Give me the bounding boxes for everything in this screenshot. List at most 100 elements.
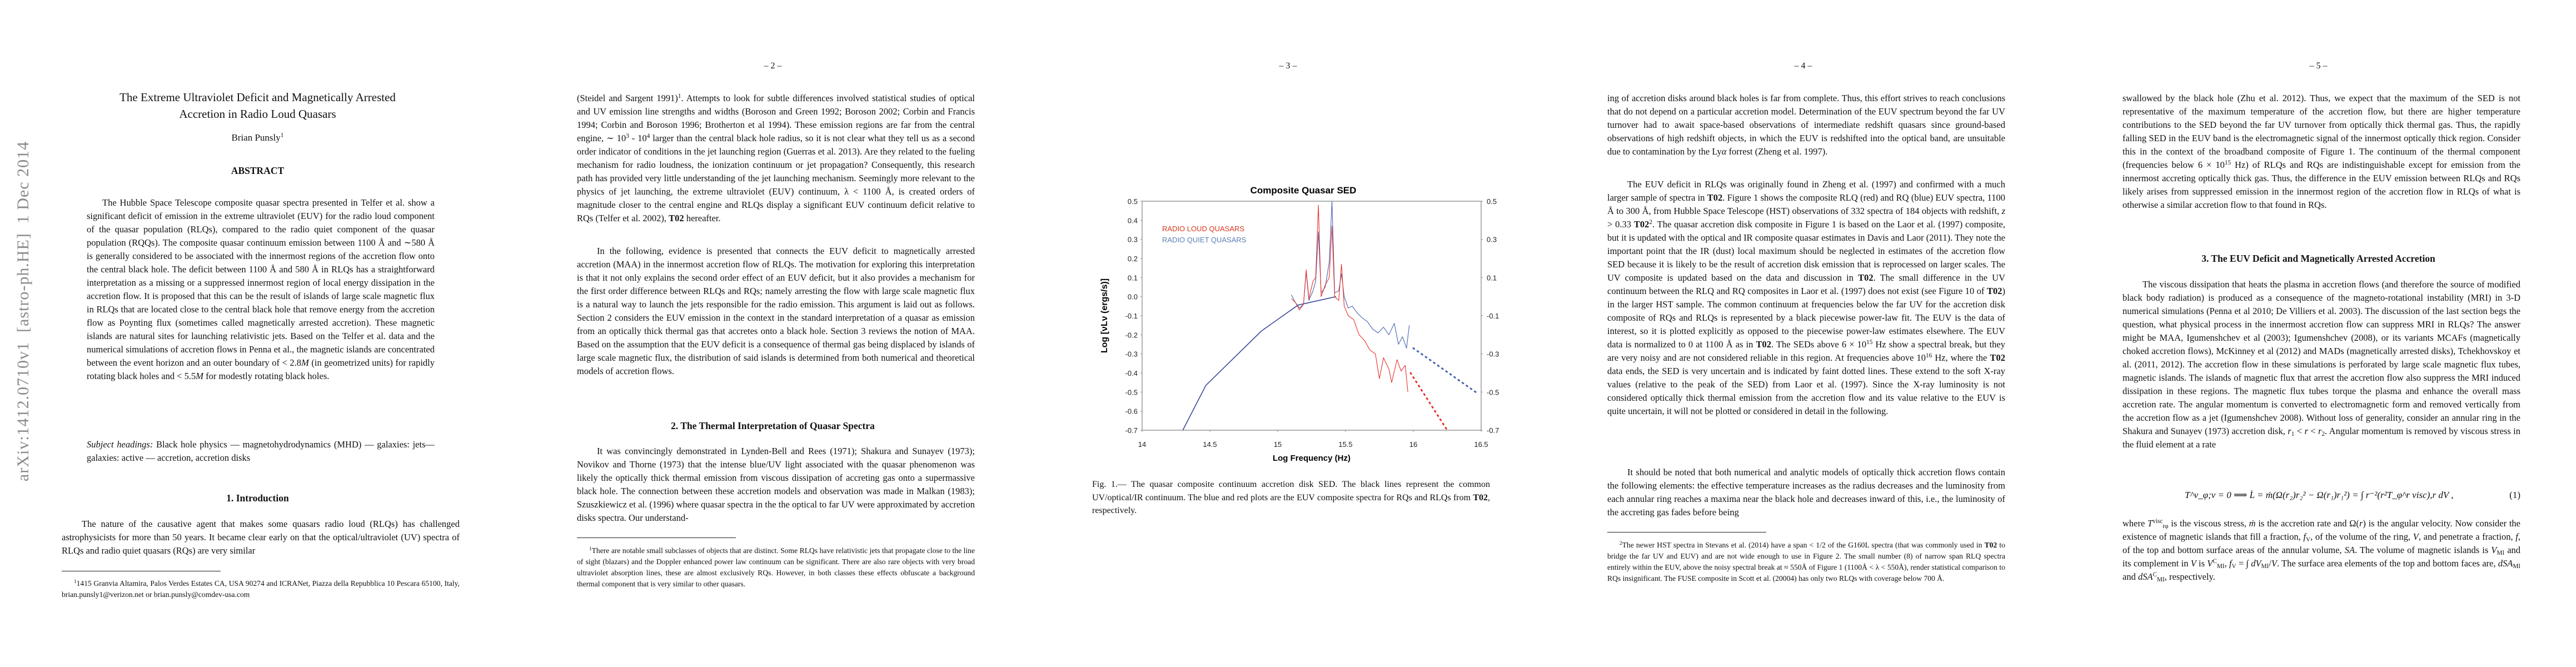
superscript: 2	[1620, 540, 1622, 546]
text-run: . The small difference in the UV continu…	[1607, 272, 2005, 296]
bold-reference: T02	[1984, 541, 1997, 549]
italic-run: f	[2229, 558, 2232, 569]
paragraph: It was convincingly demonstrated in Lynd…	[577, 445, 975, 525]
italic-run: r	[2288, 426, 2291, 436]
page-5: – 5 – swallowed by the black hole (Zhu e…	[2061, 0, 2576, 667]
subscript: 2	[2321, 430, 2325, 437]
y-tick-label-left: -0.5	[1125, 388, 1138, 396]
text-run: . The SEDs above 6 × 10	[1771, 339, 1867, 350]
footnote-divider	[577, 537, 736, 538]
y-axis-label: Log [νLν (ergs/s)]	[1100, 278, 1109, 353]
y-tick-label-left: 0.4	[1128, 216, 1138, 225]
sed-chart: Composite Quasar SED RADIO LOUD QUASARS …	[1100, 185, 1499, 463]
paragraph: where Tviscrφ is the viscous stress, ṁ i…	[2122, 517, 2520, 584]
text-run: forrest (Zheng et al. 1997).	[1726, 146, 1828, 157]
series-radio-quiet-extrapolation	[1412, 347, 1479, 395]
text-run: , of the volume of the ring,	[2310, 531, 2413, 542]
text-run: The Hubble Space Telescope composite qua…	[87, 197, 435, 368]
series-radio-loud-extrapolation	[1409, 372, 1448, 430]
italic-run: ṁ	[2249, 518, 2256, 529]
bold-reference: T02	[1473, 492, 1488, 502]
y-tick-label-left: -0.6	[1125, 407, 1138, 416]
text-run: > 0.33	[1607, 219, 1634, 230]
italic-run: M	[196, 371, 204, 381]
footnote-2: 2The newer HST spectra in Stevans et al.…	[1607, 540, 2005, 584]
bold-reference: T02	[1990, 352, 2005, 363]
text-run: , of the top and bottom surface areas of…	[2122, 531, 2520, 555]
paragraph: The viscous dissipation that heats the p…	[2122, 278, 2520, 451]
italic-run: V	[2190, 558, 2196, 569]
subscript: V	[2231, 563, 2236, 570]
y-tick-label-left: -0.3	[1125, 350, 1138, 359]
subscript: MI	[2497, 549, 2505, 556]
bold-reference: T02	[1633, 219, 1650, 230]
text-run: (in geometrized units) for rapidly rotat…	[87, 357, 435, 381]
text-run: , respectively.	[1092, 492, 1490, 516]
text-run: hereafter.	[684, 213, 721, 223]
x-tick-label: 14.5	[1203, 440, 1217, 449]
text-run: . The surface area elements of the top a…	[2276, 558, 2498, 569]
section-heading-introduction: 1. Introduction	[226, 492, 289, 504]
text-run: data ends, the SED is very uncertain and…	[1607, 366, 2005, 416]
footnote-1: 11415 Granvia Altamira, Palos Verdes Est…	[62, 578, 460, 600]
y-tick-label-right: -0.7	[1487, 426, 1499, 435]
y-tick-label-right: 0.5	[1487, 197, 1497, 206]
bold-reference: T02	[1986, 286, 2002, 296]
italic-run: M	[301, 357, 309, 368]
text-run: is the viscous stress,	[2168, 518, 2249, 529]
paragraph: The EUV deficit in RLQs was originally f…	[1607, 178, 2005, 418]
paragraph: In the following, evidence is presented …	[577, 245, 975, 378]
page-3: – 3 – Composite Quasar SED RADIO LOUD QU…	[1030, 0, 1546, 667]
text-run: Hz) of RLQs and RQs are indistinguishabl…	[2122, 160, 2520, 210]
italic-run: V	[2271, 558, 2277, 569]
superscript: 1	[589, 545, 592, 551]
text-run: is the accretion rate and Ω(	[2255, 518, 2359, 529]
abstract-text: The Hubble Space Telescope composite qua…	[87, 196, 435, 383]
y-tick-label-left: 0.2	[1128, 255, 1138, 263]
italic-run: z	[2001, 206, 2005, 216]
superscript: 4	[646, 132, 650, 140]
text-run: Brian Punsly	[231, 132, 281, 143]
italic-run: V	[2207, 558, 2213, 569]
series-radio-loud-line	[1291, 205, 1408, 392]
text-run: to bridge the far UV and EUV) and are no…	[1607, 541, 2005, 583]
text-run: It was convincingly demonstrated in Lynd…	[577, 446, 975, 523]
y-tick-label-left: 0.5	[1128, 197, 1138, 206]
section-heading-2: 2. The Thermal Interpretation of Quasar …	[671, 420, 875, 431]
x-tick-label: 15.5	[1338, 440, 1352, 449]
page-2: – 2 – (Steidel and Sargent 1991)1. Attem…	[515, 0, 1030, 667]
abstract-heading: ABSTRACT	[231, 165, 285, 176]
text-run: . Angular momentum is removed by viscous…	[2122, 426, 2520, 450]
y-tick-label-left: 0.3	[1128, 236, 1138, 244]
subscript: V	[2305, 536, 2311, 543]
figure-caption: Fig. 1.— The quasar composite continuum …	[1092, 478, 1490, 517]
italic-run: r	[2359, 518, 2363, 529]
text-run: The nature of the causative agent that m…	[62, 519, 460, 556]
title-line-1: The Extreme Ultraviolet Deficit and Magn…	[119, 91, 396, 104]
italic-run: SA	[2344, 545, 2355, 555]
page-number: – 5 –	[2309, 61, 2328, 71]
superscript: 2	[1649, 218, 1652, 226]
series-radio-quiet-line	[1291, 201, 1410, 349]
italic-run: Subject headings:	[87, 439, 153, 450]
equation-text: T^ν_φ;ν = 0 ⟹ L̇ = ṁ(Ω(r₂)r₂² − Ω(r₁)r₁²…	[2185, 490, 2454, 500]
text-run: Fig. 1.— The quasar composite continuum …	[1092, 480, 1490, 502]
subscript: MI	[2261, 563, 2269, 570]
text-run: 1415 Granvia Altamira, Palos Verdes Esta…	[62, 579, 460, 599]
text-run: where	[2122, 518, 2148, 529]
subject-headings: Subject headings: Black hole physics — m…	[87, 438, 435, 465]
text-run: = ∫	[2236, 558, 2251, 569]
text-run: and its complement in	[2122, 545, 2521, 569]
page-1: The Extreme Ultraviolet Deficit and Magn…	[0, 0, 515, 667]
text-run: . The volume of magnetic islands is	[2354, 545, 2492, 555]
italic-run: f	[2303, 531, 2306, 542]
italic-run: V	[2491, 545, 2497, 555]
y-tick-label-right: -0.5	[1487, 388, 1499, 396]
series-continuum-line	[1182, 296, 1337, 430]
text-run: , respectively.	[2164, 571, 2215, 582]
equation-number: (1)	[2509, 490, 2520, 500]
intro-paragraph: The nature of the causative agent that m…	[62, 517, 460, 558]
superscript: 1	[74, 578, 77, 584]
italic-run: r	[2318, 426, 2322, 436]
text-run: . Attempts to look for subtle difference…	[577, 93, 975, 143]
